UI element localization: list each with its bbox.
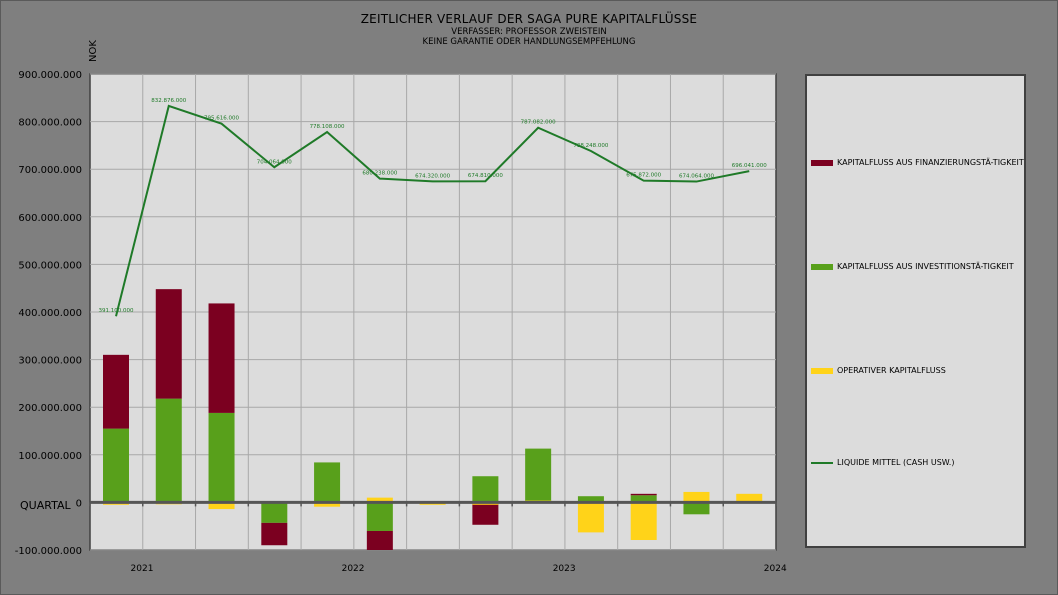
bar-investing-3: [261, 502, 288, 523]
bar-operating-11: [683, 491, 710, 503]
legend-label-investing: KAPITALFLUSS AUS INVESTITIONSTÄ-TIGKEIT: [837, 262, 1014, 271]
x-year-label-2021: 2021: [131, 564, 154, 574]
legend-label-operating: OPERATIVER KAPITALFLUSS: [837, 366, 946, 375]
cash-data-label-2: 795.616.000: [204, 116, 239, 122]
cash-data-label-4: 778.108.000: [310, 124, 345, 130]
y-axis-title: NOK: [88, 40, 99, 62]
cash-data-label-12: 696.041.000: [732, 163, 767, 169]
bar-investing-10: [630, 495, 657, 503]
cash-data-label-5: 680.238.000: [362, 171, 397, 177]
bar-financing-1: [155, 289, 182, 399]
bar-investing-9: [577, 496, 604, 503]
legend-swatch-investing: [811, 264, 833, 270]
y-tick-label-2: 100.000.000: [18, 451, 82, 462]
cash-data-label-9: 738.248.000: [573, 143, 608, 149]
y-tick-label-7: 600.000.000: [18, 213, 82, 224]
bar-investing-5: [366, 502, 393, 531]
bar-operating-12: [736, 493, 763, 503]
cash-data-label-7: 674.810.000: [468, 173, 503, 179]
bar-investing-2: [208, 412, 235, 503]
y-tick-label-8: 700.000.000: [18, 165, 82, 176]
x-year-label-2022: 2022: [342, 564, 365, 574]
bar-financing-5: [366, 530, 393, 550]
legend-swatch-financing: [811, 160, 833, 166]
legend-label-financing: KAPITALFLUSS AUS FINANZIERUNGSTÄ-TIGKEIT: [837, 158, 1024, 167]
legend-label-cash: LIQUIDE MITTEL (CASH USW.): [837, 458, 955, 467]
bar-investing-0: [103, 428, 129, 503]
cash-line: [115, 104, 750, 317]
bar-financing-10: [630, 493, 657, 496]
chart-subtitle-author: VERFASSER: PROFESSOR ZWEISTEIN: [451, 27, 607, 37]
bar-financing-7: [472, 502, 499, 525]
chart-subtitle-disclaimer: KEINE GARANTIE ODER HANDLUNGSEMPFEHLUNG: [422, 37, 636, 47]
legend-swatch-operating: [811, 368, 833, 374]
bar-investing-4: [314, 462, 341, 503]
cash-data-label-10: 675.872.000: [626, 173, 661, 179]
x-axis-title: QUARTAL: [20, 499, 71, 512]
bar-financing-2: [208, 303, 235, 413]
legend: KAPITALFLUSS AUS FINANZIERUNGSTÄ-TIGKEIT…: [805, 74, 1026, 548]
y-tick-label-0: -100.000.000: [15, 546, 82, 557]
y-tick-label-6: 500.000.000: [18, 260, 82, 271]
cash-data-label-8: 787.082.000: [521, 120, 556, 126]
x-axis-labels: 2021 2022 2023 2024: [131, 564, 787, 574]
cash-data-label-6: 674.320.000: [415, 173, 450, 179]
bar-financing-0: [103, 354, 129, 429]
cash-line-series: 391.100.000 832.876.000 795.616.000 704.064…: [99, 98, 767, 317]
x-year-label-2023: 2023: [553, 564, 576, 574]
chart-title: ZEITLICHER VERLAUF DER SAGA PURE KAPITAL…: [360, 12, 698, 26]
bar-investing-11: [683, 502, 710, 515]
bar-operating-2: [208, 502, 235, 510]
legend-swatch-cash: [811, 462, 833, 464]
cash-data-label-11: 674.064.000: [679, 174, 714, 180]
y-tick-label-9: 800.000.000: [18, 118, 82, 129]
bar-investing-8: [525, 448, 552, 503]
bar-operating-10: [630, 502, 657, 541]
y-tick-label-10: 900.000.000: [18, 70, 82, 81]
cash-data-label-0: 391.100.000: [99, 308, 134, 314]
bar-financing-3: [261, 522, 288, 546]
x-year-label-2024: 2024: [764, 564, 787, 574]
cash-data-label-1: 832.876.000: [151, 98, 186, 104]
y-tick-label-5: 400.000.000: [18, 308, 82, 319]
bar-investing-1: [155, 398, 182, 503]
y-tick-label-1: 0: [76, 498, 82, 509]
bar-series: [103, 289, 763, 550]
bar-operating-5: [366, 497, 393, 503]
cash-data-label-3: 704.064.000: [257, 159, 292, 165]
bar-operating-4: [314, 502, 341, 507]
bar-operating-9: [577, 502, 604, 533]
bar-investing-7: [472, 476, 499, 503]
y-tick-label-3: 200.000.000: [18, 403, 82, 414]
chart-canvas: 391.100.000 832.876.000 795.616.000 704.064…: [15, 40, 787, 574]
y-axis-labels: -100.000.000 0 100.000.000 200.000.000 300.0…: [15, 70, 82, 557]
zero-axis: [89, 500, 777, 507]
y-tick-label-4: 300.000.000: [18, 356, 82, 367]
